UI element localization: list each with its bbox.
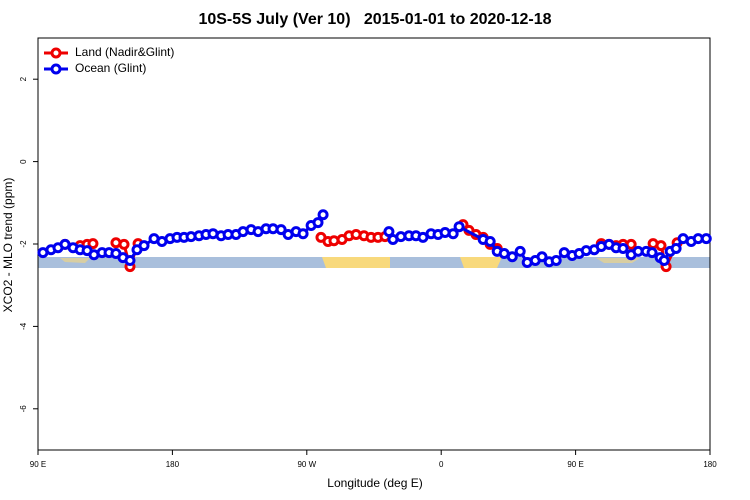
- y-tick-label: -2: [19, 240, 28, 248]
- data-point: [658, 254, 670, 266]
- data-point: [138, 240, 150, 252]
- data-point: [383, 226, 395, 238]
- y-tick-label: -6: [19, 405, 28, 413]
- data-point: [484, 236, 496, 248]
- y-tick-label: 0: [19, 159, 28, 164]
- x-tick-label: 0: [439, 460, 444, 469]
- data-point: [87, 238, 99, 250]
- data-point: [655, 240, 667, 252]
- data-point: [625, 238, 637, 250]
- chart-title: 10S-5S July (Ver 10) 2015-01-01 to 2020-…: [198, 11, 551, 28]
- data-point: [297, 228, 309, 240]
- legend-label: Ocean (Glint): [75, 61, 146, 75]
- legend-marker: [50, 63, 62, 75]
- data-point: [514, 245, 526, 257]
- data-point: [670, 243, 682, 255]
- y-axis-label: XCO2 - MLO trend (ppm): [1, 178, 15, 313]
- data-point: [275, 224, 287, 236]
- data-point: [447, 228, 459, 240]
- data-point: [700, 233, 712, 245]
- y-tick-label: 2: [19, 76, 28, 81]
- legend-label: Land (Nadir&Glint): [75, 45, 174, 59]
- y-tick-label: -4: [19, 322, 28, 330]
- data-point: [317, 209, 329, 221]
- data-point: [646, 247, 658, 259]
- data-point: [536, 251, 548, 263]
- x-tick-label: 180: [703, 460, 717, 469]
- data-point: [506, 251, 518, 263]
- data-point: [312, 217, 324, 229]
- data-point: [118, 238, 130, 250]
- x-tick-label: 90 E: [30, 460, 46, 469]
- data-point: [617, 243, 629, 255]
- data-point: [550, 254, 562, 266]
- data-point: [417, 231, 429, 243]
- legend-marker: [50, 47, 62, 59]
- x-tick-label: 180: [166, 460, 180, 469]
- x-axis-label: Longitude (deg E): [327, 476, 422, 490]
- map-strip: [38, 257, 710, 268]
- x-tick-label: 90 W: [297, 460, 316, 469]
- data-point: [124, 254, 136, 266]
- x-tick-label: 90 E: [567, 460, 583, 469]
- data-point: [453, 221, 465, 233]
